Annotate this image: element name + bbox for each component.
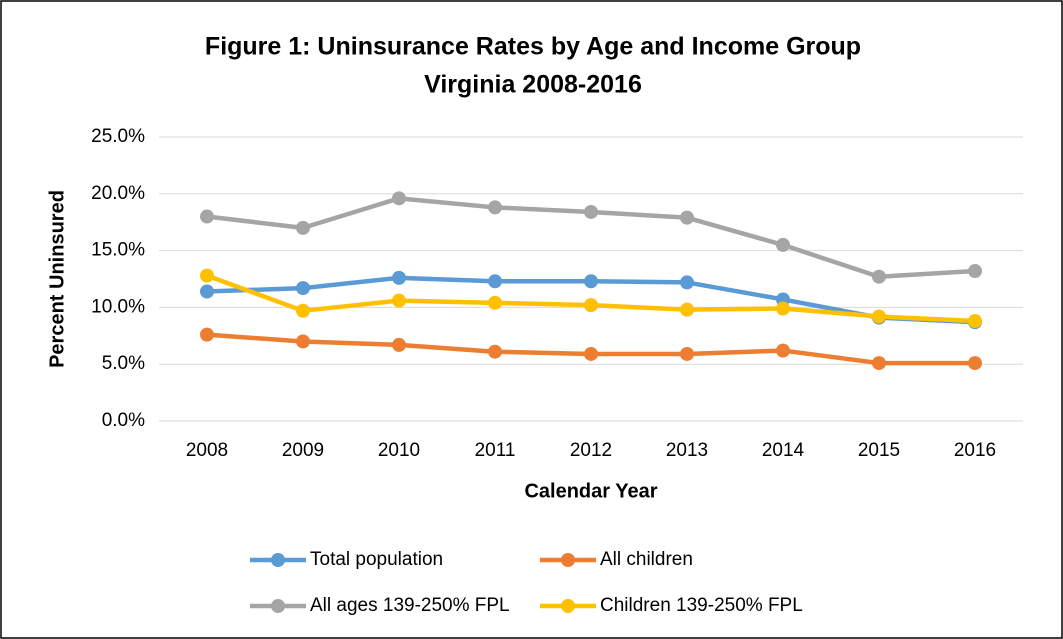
- data-point: [392, 191, 406, 206]
- data-point: [488, 344, 502, 359]
- data-point: [392, 293, 406, 308]
- x-tick-label: 2015: [858, 440, 900, 461]
- data-point: [584, 204, 598, 219]
- data-point: [584, 274, 598, 289]
- legend-label: All children: [600, 549, 693, 570]
- data-point: [200, 268, 214, 283]
- y-axis-title: Percent Uninsured: [46, 190, 68, 368]
- data-point: [968, 314, 982, 329]
- x-tick-label: 2014: [762, 440, 805, 461]
- y-tick-label: 10.0%: [91, 296, 145, 317]
- legend-marker: [561, 599, 575, 613]
- x-tick-label: 2008: [186, 440, 228, 461]
- data-point: [680, 210, 694, 225]
- y-tick-label: 15.0%: [91, 240, 145, 261]
- data-point: [872, 356, 886, 371]
- data-point: [200, 209, 214, 224]
- legend-label: Total population: [310, 549, 443, 570]
- y-tick-label: 5.0%: [102, 353, 145, 374]
- data-point: [296, 220, 310, 235]
- data-point: [776, 301, 790, 316]
- chart-title: Figure 1: Uninsurance Rates by Age and I…: [205, 33, 861, 61]
- legend-marker: [271, 553, 285, 567]
- chart-title: Virginia 2008-2016: [424, 71, 642, 99]
- x-tick-label: 2011: [475, 440, 516, 461]
- data-point: [872, 269, 886, 284]
- data-point: [776, 237, 790, 252]
- x-tick-label: 2012: [570, 440, 612, 461]
- y-tick-label: 0.0%: [102, 410, 145, 431]
- data-point: [968, 356, 982, 371]
- data-point: [200, 327, 214, 342]
- x-tick-label: 2010: [378, 440, 420, 461]
- data-point: [296, 281, 310, 296]
- data-point: [296, 303, 310, 318]
- data-point: [872, 309, 886, 324]
- data-point: [584, 298, 598, 313]
- x-tick-label: 2013: [666, 440, 708, 461]
- data-point: [968, 264, 982, 279]
- data-point: [392, 270, 406, 285]
- data-point: [776, 343, 790, 358]
- legend-marker: [271, 599, 285, 613]
- data-point: [488, 295, 502, 310]
- x-axis-title: Calendar Year: [524, 480, 657, 502]
- y-tick-label: 25.0%: [91, 126, 145, 147]
- x-tick-label: 2016: [954, 440, 996, 461]
- data-point: [680, 302, 694, 317]
- legend-label: All ages 139-250% FPL: [310, 595, 510, 616]
- data-point: [392, 337, 406, 352]
- data-point: [200, 284, 214, 299]
- x-tick-label: 2009: [282, 440, 324, 461]
- data-point: [296, 334, 310, 349]
- y-tick-label: 20.0%: [91, 183, 145, 204]
- data-point: [584, 346, 598, 361]
- legend-label: Children 139-250% FPL: [600, 595, 803, 616]
- data-point: [488, 200, 502, 215]
- data-point: [680, 275, 694, 290]
- data-point: [488, 274, 502, 289]
- data-point: [680, 346, 694, 361]
- legend-marker: [561, 553, 575, 567]
